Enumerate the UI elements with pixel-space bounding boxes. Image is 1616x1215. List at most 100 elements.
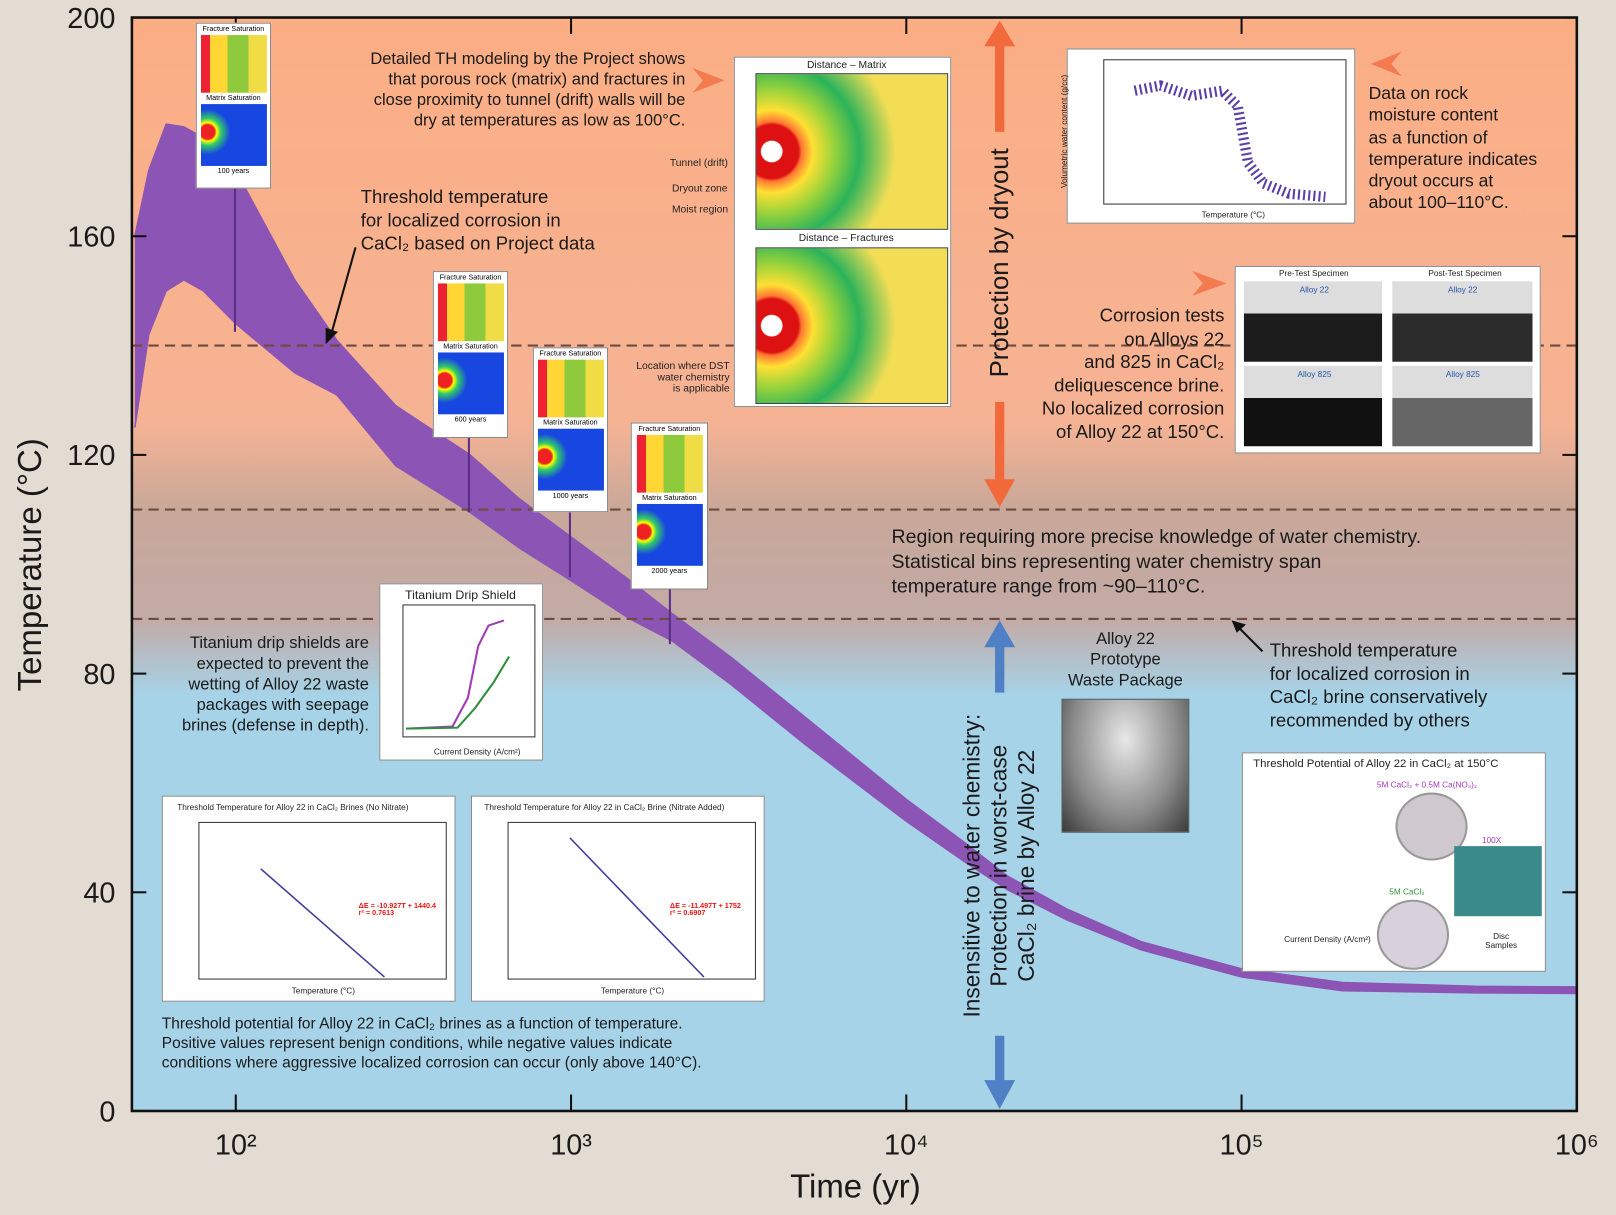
annotation: Threshold potential for Alloy 22 in CaCl…	[161, 1015, 702, 1072]
inset-label: Distance – Fractures	[798, 232, 894, 245]
inset-image	[1103, 59, 1347, 205]
inset-image	[537, 428, 604, 491]
inset-label: Matrix Saturation	[543, 419, 598, 427]
inset-label: Current Density (A/cm²)	[1284, 934, 1371, 945]
arrow-head	[325, 327, 339, 345]
inset-frame	[1103, 59, 1347, 205]
arrow-head	[984, 479, 1016, 508]
inset-frame	[402, 604, 536, 738]
inset-image	[402, 604, 536, 738]
y-tick-label: 80	[83, 659, 115, 691]
inset-label: Temperature (°C)	[600, 986, 665, 996]
inset-label: Matrix Saturation	[206, 94, 261, 103]
annotation: Insensitive to water chemistry: Protecti…	[958, 713, 1040, 1018]
plot-border	[130, 16, 1579, 1113]
inset-label: Fracture Saturation	[539, 350, 602, 358]
annotation: Data on rock moisture content as a funct…	[1368, 83, 1538, 213]
inset-label: 600 years	[454, 416, 487, 424]
inset-image	[437, 352, 504, 415]
inset-image	[200, 104, 267, 166]
y-tick-label: 0	[99, 1096, 115, 1128]
threshold-inset: Threshold Temperature for Alloy 22 in Ca…	[161, 795, 456, 1002]
callout-arrow	[330, 247, 357, 333]
inset-label: Current Density (A/cm²)	[433, 747, 521, 757]
inset-title: Threshold Temperature for Alloy 22 in Ca…	[177, 802, 409, 813]
inset-curve	[406, 619, 505, 730]
inset-label: Alloy 825	[1297, 369, 1332, 380]
specimen-photo	[1392, 281, 1533, 362]
inset-label: Tunnel (drift)	[669, 157, 728, 170]
inset-frame	[507, 821, 756, 980]
y-tick-label: 160	[67, 222, 115, 254]
pointer	[692, 68, 725, 93]
inset-fit	[260, 868, 385, 978]
potential-inset: Threshold Potential of Alloy 22 in CaCl₂…	[1241, 752, 1546, 972]
inset-label: 5M CaCl₂	[1389, 887, 1425, 897]
inset-label: Alloy 825	[1445, 369, 1480, 380]
inset-label: Temperature (°C)	[1201, 210, 1265, 220]
inset-label: Distance – Matrix	[806, 59, 887, 72]
inset-label: Alloy 22	[1447, 285, 1478, 295]
inset-image	[507, 821, 756, 980]
inset-image	[636, 503, 703, 566]
annotation: Region requiring more precise knowledge …	[891, 526, 1422, 598]
inset-label: 1000 years	[552, 492, 589, 500]
inset-curve	[406, 655, 511, 730]
inset-label: Volumetric water content (g/cc)	[1059, 74, 1070, 188]
callout-arrow	[1239, 627, 1264, 653]
arrow-head	[984, 620, 1016, 648]
inset-label: Fracture Saturation	[638, 425, 701, 433]
annotation: Threshold temperature for localized corr…	[1269, 640, 1488, 731]
saturation-inset: Fracture Saturation Matrix Saturation 10…	[532, 347, 609, 513]
inset-label: Matrix Saturation	[642, 494, 697, 502]
inset-image	[755, 247, 949, 404]
inset-label: 100 years	[217, 167, 250, 176]
inset-label: 100X	[1482, 835, 1502, 846]
inset-label: Fracture Saturation	[439, 274, 502, 282]
moisture-inset: Temperature (°C) Volumetric water conten…	[1060, 48, 1356, 224]
pointer	[1192, 271, 1227, 296]
x-axis-label: Time (yr)	[790, 1168, 921, 1205]
inset-label: Matrix Saturation	[443, 343, 498, 351]
threshold-inset: Threshold Temperature for Alloy 22 in Ca…	[470, 795, 765, 1002]
inset-image	[198, 821, 447, 980]
th-model-inset: Distance – Matrix Distance – Fractures	[733, 56, 952, 408]
y-tick-label: 40	[83, 878, 115, 910]
inset-label: Location where DST water chemistry is ap…	[636, 360, 730, 395]
annotation: Threshold temperature for localized corr…	[360, 186, 595, 254]
inset-image	[755, 73, 949, 230]
inset-label: Fracture Saturation	[202, 25, 265, 33]
inset-label: ΔE = -10.927T + 1440.4 r² = 0.7613	[358, 902, 437, 918]
inset-label: Post-Test Specimen	[1428, 268, 1502, 279]
annotation: Protection by dryout	[985, 148, 1015, 378]
waste-package-photo	[1061, 698, 1190, 833]
x-tick-label: 10⁵	[1220, 1129, 1264, 1161]
arrow-head	[984, 1080, 1016, 1109]
inset-image	[636, 434, 703, 493]
inset-image	[437, 283, 504, 342]
saturation-inset: Fracture Saturation Matrix Saturation 20…	[630, 422, 709, 590]
inset-label: 5M CaCl₂ + 0.5M Ca(NO₃)₂	[1376, 780, 1478, 790]
x-tick-label: 10²	[215, 1129, 257, 1161]
inset-label: Alloy 22	[1299, 285, 1329, 295]
inset-label: 2000 years	[651, 567, 688, 576]
inset-label: Moist region	[671, 204, 729, 216]
pointer	[1370, 51, 1402, 77]
y-tick-label: 120	[67, 440, 115, 472]
inset-label: Disc Samples	[1485, 931, 1518, 951]
annotation: Corrosion tests on Alloys 22 and 825 in …	[1041, 305, 1225, 442]
inset-image	[200, 35, 267, 93]
inset-title: Threshold Potential of Alloy 22 in CaCl₂…	[1253, 757, 1499, 770]
specimen-photo	[1392, 365, 1533, 447]
inset-title: Titanium Drip Shield	[405, 587, 516, 602]
specimen-photo	[1243, 365, 1383, 447]
x-tick-label: 10⁶	[1555, 1129, 1599, 1161]
saturation-inset: Fracture Saturation Matrix Saturation 10…	[195, 22, 272, 189]
inset-label: Pre-Test Specimen	[1278, 268, 1349, 279]
y-tick-label: 200	[67, 3, 115, 35]
disc-photo	[1376, 899, 1450, 970]
specimen-photo	[1243, 281, 1383, 362]
inset-label: ΔE = -11.497T + 1752 r² = 0.6907	[669, 902, 741, 918]
saturation-inset: Fracture Saturation Matrix Saturation 60…	[432, 271, 509, 439]
